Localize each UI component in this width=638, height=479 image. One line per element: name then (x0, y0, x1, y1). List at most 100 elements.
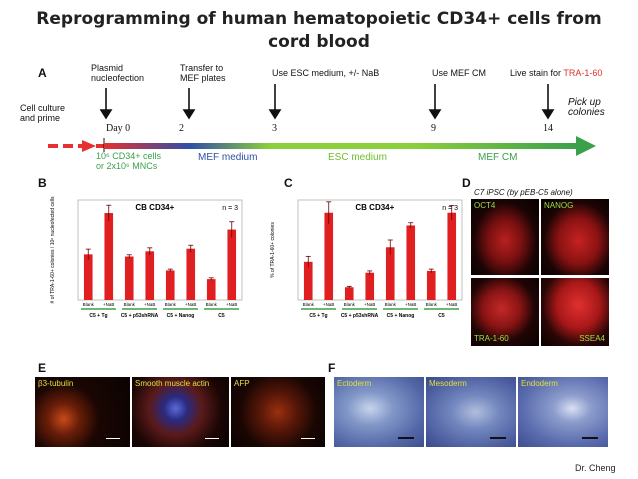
chart-b-bar (104, 213, 114, 300)
tra-1-60-tile: TRA-1-60 (471, 278, 539, 346)
chart-c: % of TRA-1-60+ colonies CB CD34+ n = 3 Blan… (270, 199, 463, 319)
chart-b-tick-label: Blank (165, 302, 177, 307)
endoderm-tile: Endoderm (518, 377, 608, 447)
chart-c-bar (447, 212, 457, 300)
panel-label-d: D (462, 176, 471, 190)
chart-b-tick-label: +NaB (103, 302, 114, 307)
scale-bar (582, 437, 598, 439)
cells-label: 10⁶ CD34+ cells or 2x10⁶ MNCs (96, 151, 161, 171)
chart-b-bar (186, 248, 196, 300)
panel-label-e: E (38, 361, 47, 375)
cells-line-1: 10⁶ CD34+ cells (96, 151, 161, 161)
nanog-label: NANOG (544, 201, 574, 210)
chart-b-bar (206, 279, 216, 300)
title-line-1: Reprogramming of human hematopoietic CD3… (36, 9, 602, 29)
chart-b-tick-label: +NaB (144, 302, 155, 307)
chart-c-bar (344, 287, 354, 300)
chart-c-group-label: C5 + Nanog (387, 313, 415, 319)
chart-b-ylabel: # of TRA-1-60+ colonies / 10⁶ nucleofect… (50, 196, 56, 303)
chart-b-bar (124, 256, 134, 300)
event-5-label: Live stain for TRA-1-60 (510, 68, 602, 78)
chart-c-tick-label: +NaB (405, 302, 416, 307)
chart-c-bar (365, 272, 375, 300)
b3-tubulin-tile: β3-tubulin (35, 377, 130, 447)
day-0-label: Day 0 (106, 123, 131, 134)
chart-c-n-label: n = 3 (442, 205, 458, 212)
event-1-line-1: Plasmid (91, 63, 124, 73)
chart-c-tick-label: +NaB (323, 302, 334, 307)
chart-b-group-label: C5 + p53shRNA (121, 313, 159, 319)
event-2-line-1: Transfer to (180, 63, 224, 73)
chart-c-tick-label: +NaB (364, 302, 375, 307)
credit: Dr. Cheng (575, 463, 616, 473)
chart-c-tick-label: Blank (385, 302, 397, 307)
mesoderm-tile: Mesoderm (426, 377, 516, 447)
chart-b-tick-label: Blank (124, 302, 136, 307)
oct4-tile: OCT4 (471, 199, 539, 275)
chart-b-tick-label: Blank (83, 302, 95, 307)
pickup-label: Pick up colonies (568, 98, 605, 118)
scale-bar (205, 438, 219, 439)
segment-esc-medium: ESC medium (328, 152, 387, 163)
chart-b-bar (165, 270, 175, 300)
chart-b: # of TRA-1-60+ colonies / 10⁶ nucleofect… (50, 196, 243, 319)
tra-1-60-tile-label: TRA-1-60 (474, 334, 509, 343)
ssea4-tile: SSEA4 (541, 278, 609, 346)
chart-c-ylabel: % of TRA-1-60+ colonies (270, 222, 276, 278)
ectoderm-label: Ectoderm (337, 379, 372, 388)
b3-tubulin-label: β3-tubulin (38, 379, 74, 388)
chart-c-group-label: C5 + Tg (309, 313, 327, 319)
chart-b-tick-label: +NaB (226, 302, 237, 307)
chart-b-bar (83, 254, 93, 300)
chart-c-bar (324, 212, 334, 300)
scale-bar (301, 438, 315, 439)
panel-label-f: F (328, 361, 336, 375)
event-5-text: Live stain for (510, 68, 564, 78)
chart-c-bar (426, 270, 436, 300)
timeline-graphic (48, 84, 596, 156)
event-3-label: Use ESC medium, +/- NaB (272, 68, 380, 78)
left-label-line-2: and prime (20, 113, 61, 123)
chart-c-group-label: C5 + p53shRNA (341, 313, 379, 319)
chart-c-tick-label: +NaB (446, 302, 457, 307)
event-4-label: Use MEF CM (432, 68, 486, 78)
chart-c-tick-label: Blank (303, 302, 315, 307)
panel-d-heading: C7 iPSC (by pEB-C5 alone) (474, 188, 573, 197)
chart-b-title: CB CD34+ (135, 203, 174, 212)
chart-b-bar (227, 229, 237, 300)
scale-bar (106, 438, 120, 439)
ectoderm-tile: Ectoderm (334, 377, 424, 447)
chart-b-group-label: C5 (218, 313, 225, 319)
nanog-tile: NANOG (541, 199, 609, 275)
afp-tile: AFP (231, 377, 325, 447)
event-2-label: Transfer to MEF plates (180, 63, 226, 83)
event-1-label: Plasmid nucleofection (91, 63, 144, 83)
event-1-line-2: nucleofection (91, 73, 145, 83)
chart-b-group-label: C5 + Nanog (167, 313, 195, 319)
cells-line-2: or 2x10⁶ MNCs (96, 161, 158, 171)
smooth-muscle-actin-label: Smooth muscle actin (135, 379, 210, 388)
scale-bar (490, 437, 506, 439)
chart-c-bar (385, 247, 395, 300)
segment-mef-cm: MEF CM (478, 152, 518, 163)
chart-c-tick-label: Blank (344, 302, 356, 307)
event-2-line-2: MEF plates (180, 73, 226, 83)
chart-c-tick-label: Blank (426, 302, 438, 307)
timeline-left-label: Cell culture and prime (20, 103, 65, 123)
panel-label-c: C (284, 176, 293, 190)
panel-label-b: B (38, 176, 47, 190)
tra-label: TRA-1-60 (563, 68, 603, 78)
day-14-label: 14 (543, 123, 553, 134)
chart-b-tick-label: Blank (206, 302, 218, 307)
panel-label-a: A (38, 66, 47, 80)
chart-b-bar (145, 251, 155, 300)
chart-c-group-label: C5 (438, 313, 445, 319)
chart-b-n-label: n = 3 (222, 205, 238, 212)
day-2-label: 2 (179, 123, 184, 134)
mesoderm-label: Mesoderm (429, 379, 467, 388)
smooth-muscle-actin-tile: Smooth muscle actin (132, 377, 229, 447)
chart-c-bar (406, 225, 416, 300)
chart-c-bar (303, 261, 313, 300)
afp-label: AFP (234, 379, 250, 388)
endoderm-label: Endoderm (521, 379, 558, 388)
